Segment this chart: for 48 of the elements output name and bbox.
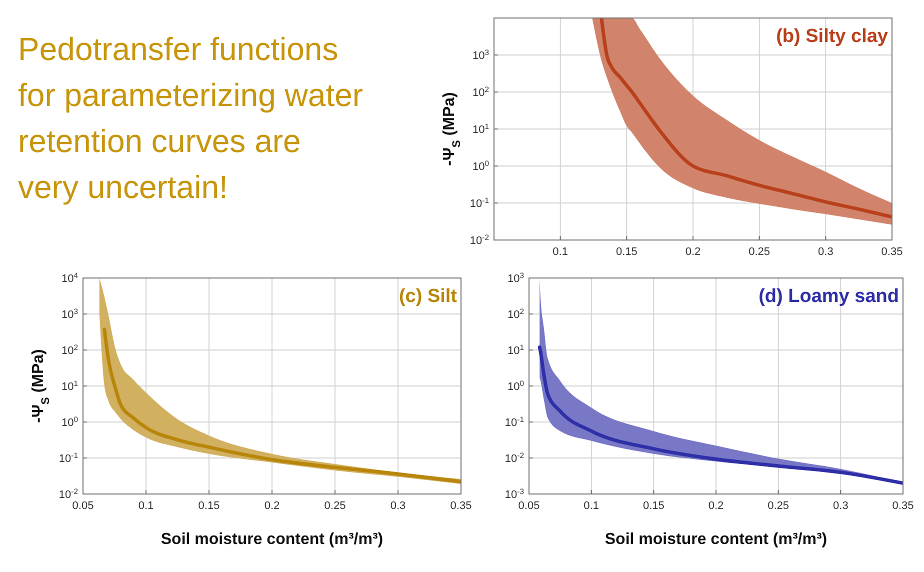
x-tick-label: 0.1 [552,246,568,258]
y-tick-label: 10$^{1}$ [61,378,78,393]
x-tick-label: 0.05 [518,500,540,512]
x-tick-label: 0.15 [642,500,664,512]
x-tick-label: 0.25 [748,246,770,258]
chart-title: (c) Silt [398,286,458,307]
y-tick-label: 10$^{3}$ [472,48,489,62]
y-tick-label: 10$^{1}$ [472,122,489,136]
chart-title: (d) Loamy sand [758,286,899,307]
y-tick-label: 10$^{4}$ [61,270,79,285]
x-axis-title: Soil moisture content (m³/m³) [604,531,828,548]
y-tick-label: 10$^{-2}$ [58,486,78,501]
x-tick-label: 0.25 [768,500,790,512]
x-tick-label: 0.25 [324,500,346,512]
x-tick-label: 0.3 [390,500,406,512]
x-tick-label: 0.35 [892,500,914,512]
line-series [538,345,903,485]
x-tick-label: 0.15 [616,246,638,258]
x-tick-label: 0.15 [198,500,220,512]
chart-title: (b) Silty clay [776,26,888,47]
y-tick-label: 10$^{-1}$ [58,450,78,465]
y-tick-label: 10$^{2}$ [507,306,524,321]
y-tick-label: 10$^{2}$ [61,342,78,357]
y-tick-label: 10$^{1}$ [507,342,524,357]
y-tick-label: 10$^{0}$ [472,158,489,173]
x-tick-label: 0.35 [450,500,472,512]
x-tick-label: 0.1 [138,500,154,512]
x-tick-label: 0.2 [685,246,701,258]
y-tick-label: 10$^{3}$ [61,306,78,321]
y-tick-label: 10$^{0}$ [507,378,524,393]
y-tick-label: 10$^{2}$ [472,84,489,99]
x-tick-label: 0.05 [72,500,94,512]
x-tick-label: 0.1 [584,500,599,512]
y-tick-label: 10$^{-1}$ [504,414,524,429]
y-tick-label: 10$^{-1}$ [470,196,489,210]
x-tick-label: 0.2 [264,500,280,512]
x-tick-label: 0.2 [708,500,724,512]
y-tick-label: 10$^{-2}$ [504,450,524,465]
y-tick-label: 10$^{-2}$ [470,232,489,247]
x-tick-label: 0.35 [881,246,903,258]
x-axis-title: Soil moisture content (m³/m³) [160,531,384,548]
x-tick-label: 0.3 [818,246,834,258]
x-tick-label: 0.3 [833,500,848,512]
text: Pedotransfer functions for parameterizing water retention curves are very uncertain! [18,31,364,205]
y-tick-label: 10$^{-3}$ [504,486,524,501]
y-tick-label: 10$^{3}$ [507,270,524,285]
line-series [102,328,461,484]
y-tick-label: 10$^{0}$ [61,414,78,429]
